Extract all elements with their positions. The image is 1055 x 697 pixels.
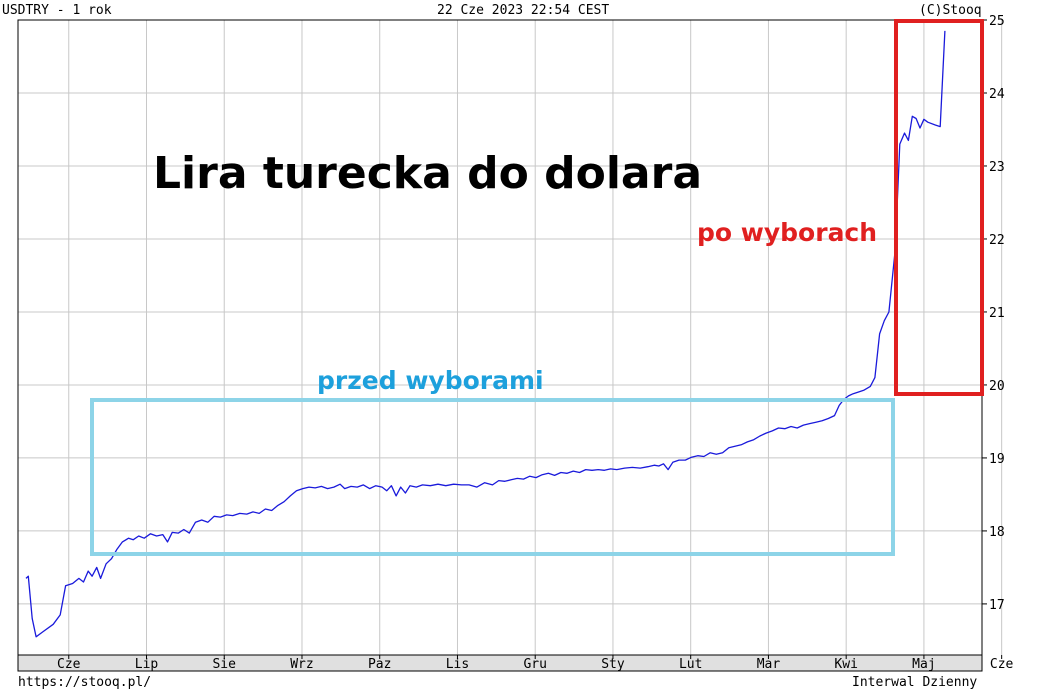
interval-label: Interwal Dzienny (852, 675, 978, 690)
chart-headline: Lira turecka do dolara (153, 148, 702, 199)
x-tick-label: Wrz (290, 657, 313, 672)
x-tick-label: Sty (601, 657, 625, 672)
x-tick-label: Gru (523, 657, 546, 672)
x-tick-label: Lis (446, 657, 469, 672)
x-tick-label: Lut (679, 657, 702, 672)
timestamp-label: 22 Cze 2023 22:54 CEST (437, 3, 610, 18)
x-tick-label: Sie (212, 657, 236, 672)
x-axis-ticks: Cze Lip Sie Wrz Paz Lis Gru Sty Lut Mar Kwi Maj Cze (57, 655, 1014, 672)
x-tick-label: Cze (57, 657, 81, 672)
x-tick-label: Maj (912, 657, 935, 672)
y-tick-label: 23 (989, 160, 1005, 175)
series-layer (25, 30, 946, 638)
before-elections-box (90, 398, 895, 556)
y-axis-ticks: 17 18 19 20 21 22 23 24 25 (982, 14, 1005, 613)
x-tick-label: Lip (135, 657, 159, 672)
y-tick-label: 25 (989, 14, 1005, 29)
source-url-link[interactable]: https://stooq.pl/ (18, 675, 152, 690)
chart-footer: https://stooq.pl/ Interwal Dzienny (0, 672, 1055, 694)
x-tick-label: Mar (757, 657, 781, 672)
chart-header: USDTRY - 1 rok 22 Cze 2023 22:54 CEST (C… (0, 0, 1055, 22)
plot-frame (17, 19, 983, 656)
after-elections-box (894, 19, 984, 396)
x-axis-strip (17, 654, 983, 672)
y-tick-label: 18 (989, 525, 1005, 540)
y-tick-label: 21 (989, 306, 1005, 321)
x-tick-label: Kwi (834, 657, 857, 672)
y-tick-label: 20 (989, 379, 1005, 394)
y-tick-label: 22 (989, 233, 1005, 248)
before-elections-label: przed wyborami (317, 366, 544, 395)
series-line-usdtry (25, 30, 946, 638)
copyright-label: (C)Stooq (919, 3, 982, 18)
symbol-label: USDTRY - 1 rok (2, 3, 112, 18)
grid-lines (18, 19, 1003, 655)
y-tick-label: 24 (989, 87, 1005, 102)
x-tick-label: Cze (990, 657, 1014, 672)
y-tick-label: 19 (989, 452, 1005, 467)
after-elections-label: po wyborach (697, 218, 877, 247)
y-tick-label: 17 (989, 598, 1005, 613)
x-tick-label: Paz (368, 657, 391, 672)
